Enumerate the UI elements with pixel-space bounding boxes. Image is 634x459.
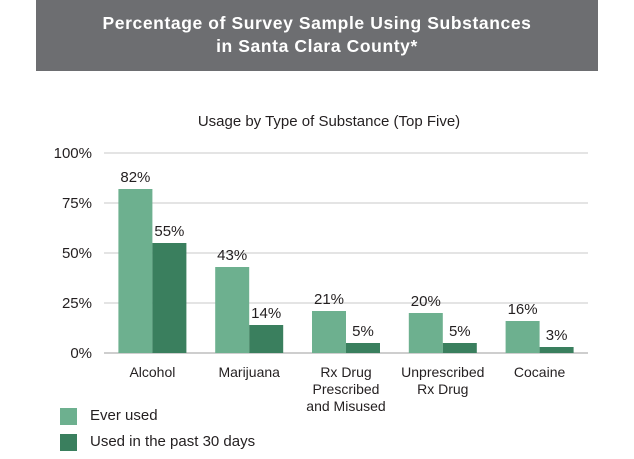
x-category-label-line: Cocaine (514, 364, 566, 380)
y-tick-label: 100% (54, 145, 92, 162)
data-labels: 82% 55% 43% 14% 21% 5% 20% 5% 16% 3% (120, 169, 567, 344)
y-axis-tick-labels: 0% 25% 50% 75% 100% (54, 145, 92, 362)
bar-past-30-days (442, 343, 477, 353)
data-label-ever-used: 43% (217, 247, 247, 264)
bar-ever-used (118, 189, 153, 353)
y-tick-label: 25% (62, 295, 92, 312)
x-category-label: Alcohol (129, 364, 175, 380)
x-category-label-line: Rx Drug (417, 381, 468, 397)
x-category-label-line: Marijuana (218, 364, 280, 380)
bars (118, 189, 574, 353)
y-tick-label: 75% (62, 195, 92, 212)
legend-swatch-past-30-days (60, 434, 77, 451)
bar-ever-used (312, 311, 346, 353)
data-label-ever-used: 21% (314, 291, 344, 308)
data-label-ever-used: 20% (411, 293, 441, 310)
bar-past-30-days (539, 347, 574, 353)
bar-past-30-days (152, 243, 187, 353)
y-tick-label: 50% (62, 245, 92, 262)
legend-label-ever-used: Ever used (90, 407, 158, 424)
x-category-label-line: Alcohol (129, 364, 175, 380)
x-category-label-line: Prescribed (313, 381, 380, 397)
header-title-line1: Percentage of Survey Sample Using Substa… (102, 13, 532, 33)
x-category-label: Cocaine (514, 364, 566, 380)
x-category-label-line: Rx Drug (320, 364, 371, 380)
chart-title: Usage by Type of Substance (Top Five) (198, 113, 460, 130)
y-tick-label: 0% (70, 345, 92, 362)
data-label-ever-used: 82% (120, 169, 150, 186)
data-label-past-30-days: 14% (251, 305, 281, 322)
x-category-label-line: and Misused (306, 398, 385, 414)
legend-label-past-30-days: Used in the past 30 days (90, 433, 256, 450)
bar-ever-used (505, 321, 540, 353)
bar-ever-used (215, 267, 250, 353)
bar-past-30-days (249, 325, 284, 353)
data-label-past-30-days: 5% (352, 323, 374, 340)
data-label-past-30-days: 3% (546, 327, 568, 344)
x-category-label: Marijuana (218, 364, 280, 380)
data-label-ever-used: 16% (508, 301, 538, 318)
bar-ever-used (408, 313, 443, 353)
bar-past-30-days (346, 343, 380, 353)
legend-swatch-ever-used (60, 408, 77, 425)
header-banner: Percentage of Survey Sample Using Substa… (36, 0, 598, 71)
data-label-past-30-days: 55% (154, 223, 184, 240)
data-label-past-30-days: 5% (449, 323, 471, 340)
header-title-line2: in Santa Clara County* (216, 36, 418, 56)
x-category-label-line: Unprescribed (401, 364, 484, 380)
